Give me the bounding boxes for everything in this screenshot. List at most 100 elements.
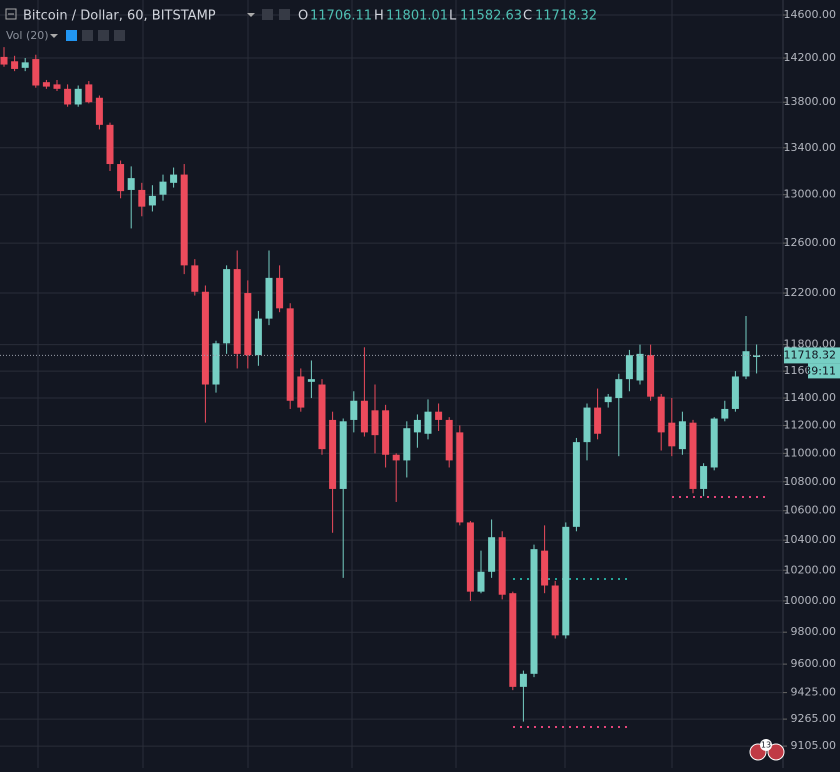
vertical-grid <box>37 0 673 768</box>
high-value: 11801.01 <box>386 9 448 24</box>
drawings <box>513 496 768 728</box>
price-label-box <box>784 347 840 364</box>
symbol-menu[interactable] <box>247 13 255 17</box>
candle-body <box>21 62 29 68</box>
candle-body <box>265 277 273 319</box>
candle-body <box>382 410 390 455</box>
y-axis: 14600.00 14200.00 13800.00 13400.00 13000.00… <box>783 8 840 752</box>
candle-body <box>615 379 623 399</box>
indicator-add[interactable] <box>98 30 109 41</box>
indicator-menu[interactable] <box>50 34 58 38</box>
candle-body <box>201 291 209 385</box>
symbol-title: Bitcoin / Dollar, 60, BITSTAMP <box>23 9 216 24</box>
badge <box>760 739 772 751</box>
y-tick-label: 11200.00 <box>784 418 837 431</box>
candle-body <box>678 421 686 450</box>
candle-body <box>657 396 665 433</box>
candle-body <box>445 419 453 461</box>
y-tick-label: 10400.00 <box>784 533 837 546</box>
candle-body <box>435 411 443 420</box>
candle-body <box>572 442 580 527</box>
candle-body <box>95 97 103 125</box>
open-label: O <box>298 9 308 24</box>
candle-body <box>64 88 72 105</box>
candle-body <box>254 318 262 356</box>
countdown: 39:11 <box>804 364 836 377</box>
candle-body <box>371 410 379 436</box>
candle-body <box>731 376 739 409</box>
y-tick-label: 11400.00 <box>784 391 837 404</box>
y-tick-label: 10800.00 <box>784 475 837 488</box>
candle-body <box>604 396 612 403</box>
grid <box>0 14 783 747</box>
candle-body <box>424 411 432 434</box>
candle-body <box>11 61 19 69</box>
candle-body <box>297 376 305 408</box>
candle-body <box>223 269 231 344</box>
candle-body <box>318 384 326 450</box>
candle-body <box>307 379 315 382</box>
hide-button[interactable] <box>279 9 290 20</box>
y-tick-label: 10000.00 <box>784 594 837 607</box>
candle-body <box>74 88 82 105</box>
candle-body <box>180 174 188 266</box>
candle-body <box>488 537 496 572</box>
price-label: 11718.32 <box>784 348 837 361</box>
candle-body <box>32 59 40 86</box>
indicator-settings[interactable] <box>82 30 93 41</box>
candle-body <box>106 124 114 165</box>
eye-button[interactable] <box>66 30 77 41</box>
candle-body <box>127 178 135 190</box>
y-tick-label: 14600.00 <box>784 8 837 21</box>
candle-body <box>742 351 750 377</box>
y-tick-label: 10200.00 <box>784 563 837 576</box>
y-tick-label: 14200.00 <box>784 51 837 64</box>
y-tick-label: 11000.00 <box>784 446 837 459</box>
y-tick-label: 9105.00 <box>791 739 837 752</box>
candle-body <box>721 408 729 419</box>
candle-body <box>477 571 485 592</box>
collapse-button[interactable] <box>5 8 17 20</box>
badge-count: 13 <box>761 741 771 750</box>
high-label: H <box>374 9 384 24</box>
indicator-remove[interactable] <box>114 30 125 41</box>
candle-body <box>117 164 125 192</box>
candle-body <box>53 84 61 89</box>
candle-body <box>710 418 718 468</box>
candle-body <box>403 428 411 461</box>
y-tick-label: 12200.00 <box>784 286 837 299</box>
candle-body <box>509 593 517 687</box>
y-tick-label: 11800.00 <box>784 338 837 351</box>
candle-body <box>191 265 199 292</box>
flags: 13 <box>749 739 785 761</box>
candle-body <box>413 419 421 433</box>
y-tick-label: 13800.00 <box>784 95 837 108</box>
close-value: 11718.32 <box>535 9 597 24</box>
candle-body <box>212 343 220 385</box>
candle-body <box>583 407 591 443</box>
candle-body <box>148 195 156 206</box>
candle-body <box>159 181 167 195</box>
flag-icon[interactable] <box>767 743 785 761</box>
y-tick-label: 9600.00 <box>791 657 837 670</box>
candle-body <box>286 308 294 401</box>
candle-body <box>753 355 761 358</box>
y-tick-label: 10600.00 <box>784 504 837 517</box>
indicator-label: Vol (20) <box>6 29 49 42</box>
candle-body <box>85 84 93 103</box>
candle-body <box>530 549 538 674</box>
candle-body <box>456 432 464 523</box>
candle-body <box>138 189 146 207</box>
candle-body <box>276 277 284 309</box>
candles <box>0 47 783 722</box>
candle-body <box>42 82 50 87</box>
candle-body <box>551 585 559 636</box>
candle-body <box>498 537 506 595</box>
candle-body <box>339 421 347 489</box>
settings-button[interactable] <box>262 9 273 20</box>
candle-body <box>244 293 252 356</box>
y-tick-label: 9265.00 <box>791 712 837 725</box>
candle-body <box>668 422 676 447</box>
candle-body <box>689 422 697 489</box>
